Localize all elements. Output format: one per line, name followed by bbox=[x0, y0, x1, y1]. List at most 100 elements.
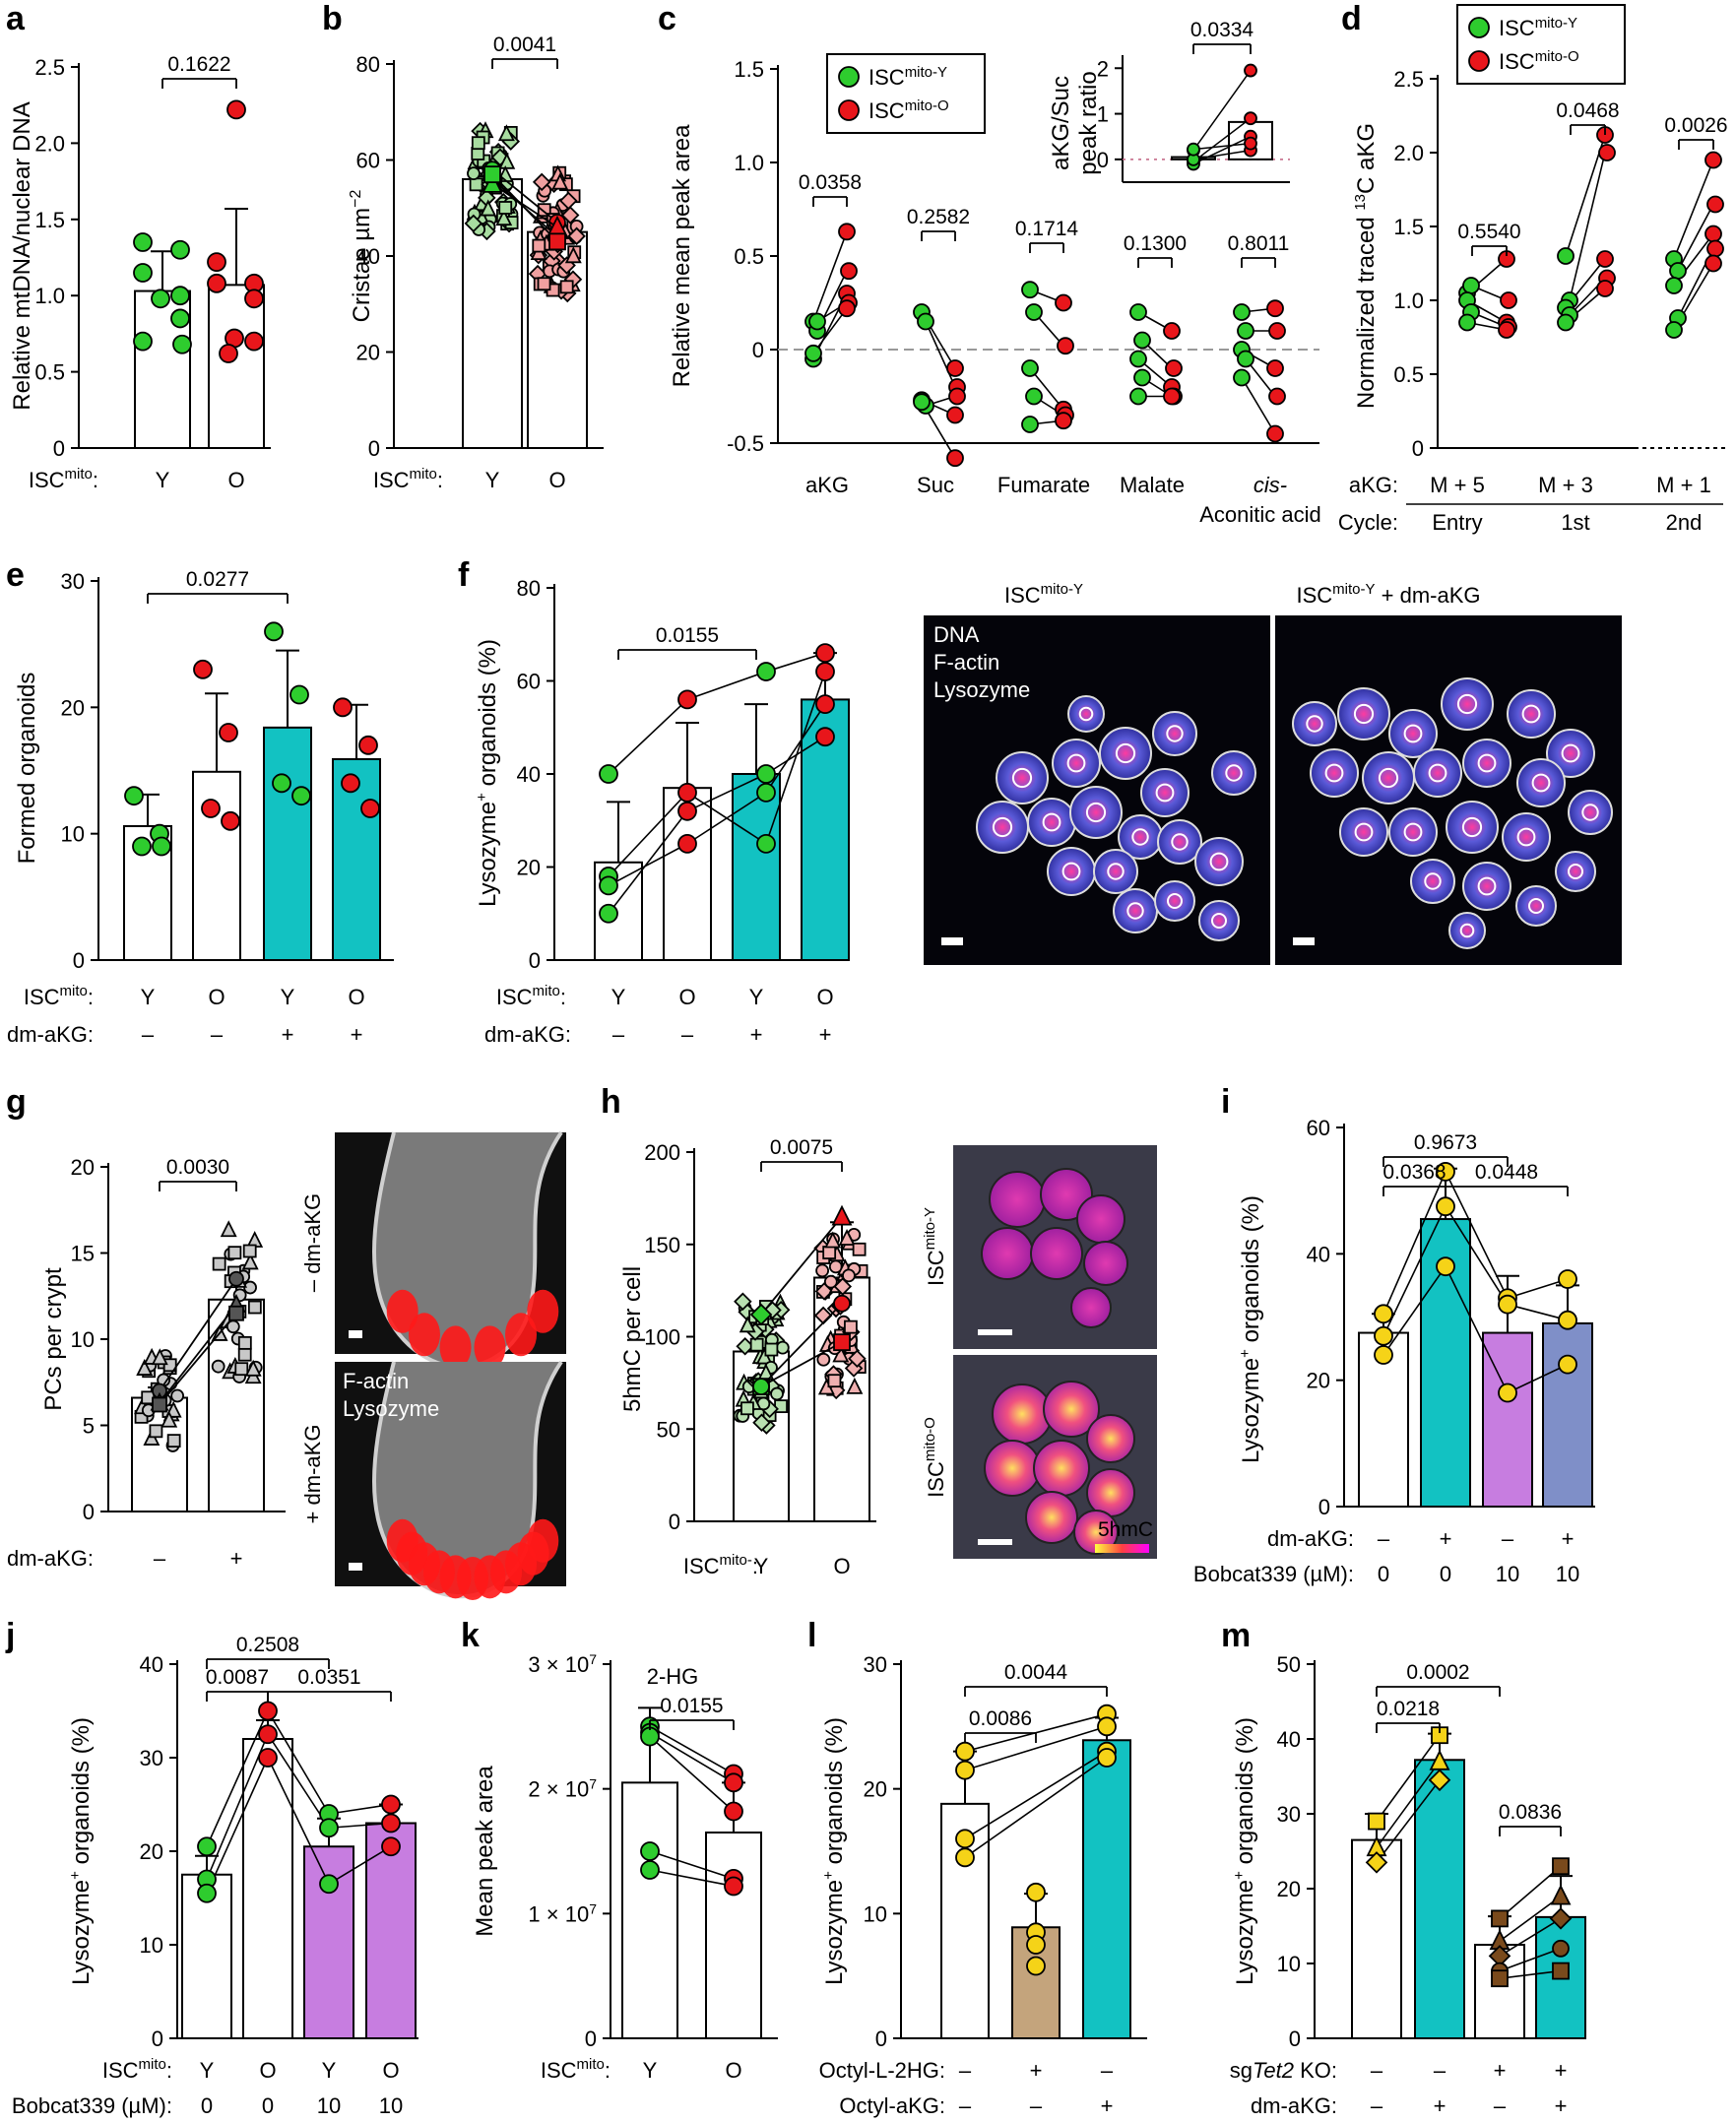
organoid-lumen-micrograph-f-control bbox=[1107, 863, 1125, 880]
replicate-line-f bbox=[608, 843, 688, 887]
point-c-young bbox=[1129, 303, 1147, 321]
y-tick-label-f: 20 bbox=[517, 856, 541, 880]
row1-cell-m: + bbox=[1494, 2058, 1507, 2083]
bracket-m-0-value: 0.0002 bbox=[1406, 1661, 1469, 1684]
point-c-young bbox=[1021, 359, 1039, 377]
point-c-old bbox=[1163, 387, 1181, 406]
row2-cell-j: 0 bbox=[201, 2093, 213, 2118]
micrograph-title-f-2: ISCmito-Y + dm-aKG bbox=[1296, 581, 1480, 608]
point-f bbox=[677, 833, 697, 854]
row1-cell-f: O bbox=[816, 985, 833, 1009]
point-d-old bbox=[1596, 280, 1614, 297]
paneth-cell-micrograph-g-minus bbox=[439, 1325, 472, 1370]
cell-micrograph-h-old bbox=[1033, 1440, 1090, 1497]
organoid-lumen-micrograph-f-dmakg bbox=[1568, 864, 1583, 879]
point-f bbox=[756, 764, 776, 784]
pair-line-d bbox=[1677, 204, 1714, 272]
row2-label-j: Bobcat339 (µM): bbox=[12, 2093, 172, 2118]
replicate-line-f bbox=[765, 671, 826, 845]
y-tick-label-l: 10 bbox=[864, 1901, 887, 1926]
row1-cell-j: Y bbox=[322, 2058, 337, 2083]
point-i bbox=[1498, 1383, 1517, 1403]
point-c-old bbox=[1055, 412, 1072, 430]
replicate-line-j bbox=[328, 1845, 392, 1885]
point-a-young bbox=[133, 263, 153, 283]
panel-label-h: h bbox=[601, 1083, 621, 1121]
point-c-young bbox=[917, 312, 934, 331]
point-j bbox=[381, 1794, 401, 1815]
organoid-lumen-micrograph-f-dmakg bbox=[1354, 822, 1374, 842]
organoid-micrograph-f-control bbox=[1093, 849, 1138, 894]
row1-cell-i: + bbox=[1562, 1526, 1575, 1551]
row2-cell-d: 1st bbox=[1561, 510, 1589, 535]
panel-label-k: k bbox=[461, 1617, 480, 1654]
pair-line-b bbox=[491, 168, 558, 224]
cloud-point-b-young bbox=[498, 201, 513, 215]
point-i bbox=[1436, 1256, 1455, 1277]
cell-micrograph-h-old bbox=[992, 1383, 1053, 1445]
y-tick-label-b: 20 bbox=[356, 341, 380, 365]
row1-cell-l: – bbox=[959, 2058, 972, 2083]
mean-g bbox=[228, 1305, 244, 1321]
y-tick-label-c-inset: 2 bbox=[1097, 56, 1109, 81]
point-e bbox=[193, 659, 213, 679]
point-j bbox=[381, 1836, 401, 1857]
y-axis-label-g: PCs per crypt bbox=[40, 1267, 67, 1411]
y-tick-label-k: 3 × 107 bbox=[528, 1651, 597, 1677]
point-d-old bbox=[1598, 144, 1616, 161]
organoid-micrograph-f-control bbox=[1047, 847, 1096, 896]
row2-cell-f: – bbox=[681, 1022, 694, 1047]
point-d-young bbox=[1557, 247, 1575, 265]
row1-cell-l: – bbox=[1101, 2058, 1114, 2083]
cell-micrograph-h-old bbox=[1025, 1491, 1078, 1544]
scale-bar-micrograph-h-old bbox=[978, 1539, 1012, 1545]
replicate-line-i bbox=[1445, 1265, 1509, 1393]
replicate-line-j bbox=[328, 1822, 392, 1830]
y-axis-label-e: Formed organoids bbox=[14, 673, 40, 865]
legend-label-d: ISCmito-Y bbox=[1499, 15, 1577, 40]
point-d-old bbox=[1704, 254, 1722, 273]
organoid-micrograph-f-control bbox=[1157, 819, 1202, 865]
y-tick-label-g: 0 bbox=[83, 1500, 95, 1524]
point-c-young bbox=[1021, 416, 1039, 433]
micrograph-label-g-minus: – dm-aKG bbox=[300, 1193, 325, 1292]
cloud-point-b-young bbox=[464, 214, 483, 233]
paneth-cell-micrograph-g-minus bbox=[474, 1325, 506, 1370]
cloud-point-b-young bbox=[490, 148, 510, 167]
pair-line-h bbox=[760, 1341, 843, 1387]
point-i bbox=[1498, 1294, 1517, 1315]
organoid-lumen-micrograph-f-dmakg bbox=[1428, 763, 1447, 783]
organoid-lumen-micrograph-f-control bbox=[1211, 913, 1227, 929]
point-c-young bbox=[1129, 387, 1147, 406]
bar-i bbox=[1542, 1321, 1593, 1508]
cloud-point-g-plus bbox=[244, 1359, 262, 1377]
organoid-micrograph-f-control bbox=[1027, 798, 1076, 847]
bracket-g-value: 0.0030 bbox=[166, 1156, 229, 1179]
y-tick-label-a: 0 bbox=[53, 436, 65, 461]
y-axis-label-i: Lysozyme+ organoids (%) bbox=[1237, 1195, 1264, 1463]
y-tick-label-h: 200 bbox=[644, 1140, 680, 1165]
point-f bbox=[815, 662, 835, 681]
point-e bbox=[219, 723, 238, 742]
x-cat-b: Y bbox=[485, 468, 500, 492]
point-c-old bbox=[946, 406, 964, 424]
cloud-point-b-young bbox=[495, 209, 513, 226]
x-cat-a: O bbox=[227, 468, 244, 492]
row2-cell-j: 10 bbox=[317, 2093, 341, 2118]
pair-line-m bbox=[1499, 1948, 1562, 1972]
inset-point-young bbox=[1187, 142, 1200, 157]
pair-line-c bbox=[925, 321, 956, 388]
pair-line-k bbox=[649, 1735, 735, 1813]
stain-label-dna: DNA bbox=[933, 622, 980, 647]
y-tick-label-a: 1.5 bbox=[34, 208, 65, 232]
point-c-young bbox=[913, 393, 931, 412]
paneth-cell-micrograph-g-minus bbox=[505, 1313, 538, 1357]
organoid-lumen-micrograph-f-control bbox=[1078, 706, 1094, 722]
point-k-old bbox=[724, 1876, 743, 1897]
cloud-point-h-young bbox=[740, 1401, 754, 1416]
mean-h-old bbox=[833, 1333, 851, 1352]
row2-cell-f: + bbox=[819, 1022, 832, 1047]
pair-line-l bbox=[964, 1725, 1108, 1771]
point-m bbox=[1365, 1851, 1388, 1874]
